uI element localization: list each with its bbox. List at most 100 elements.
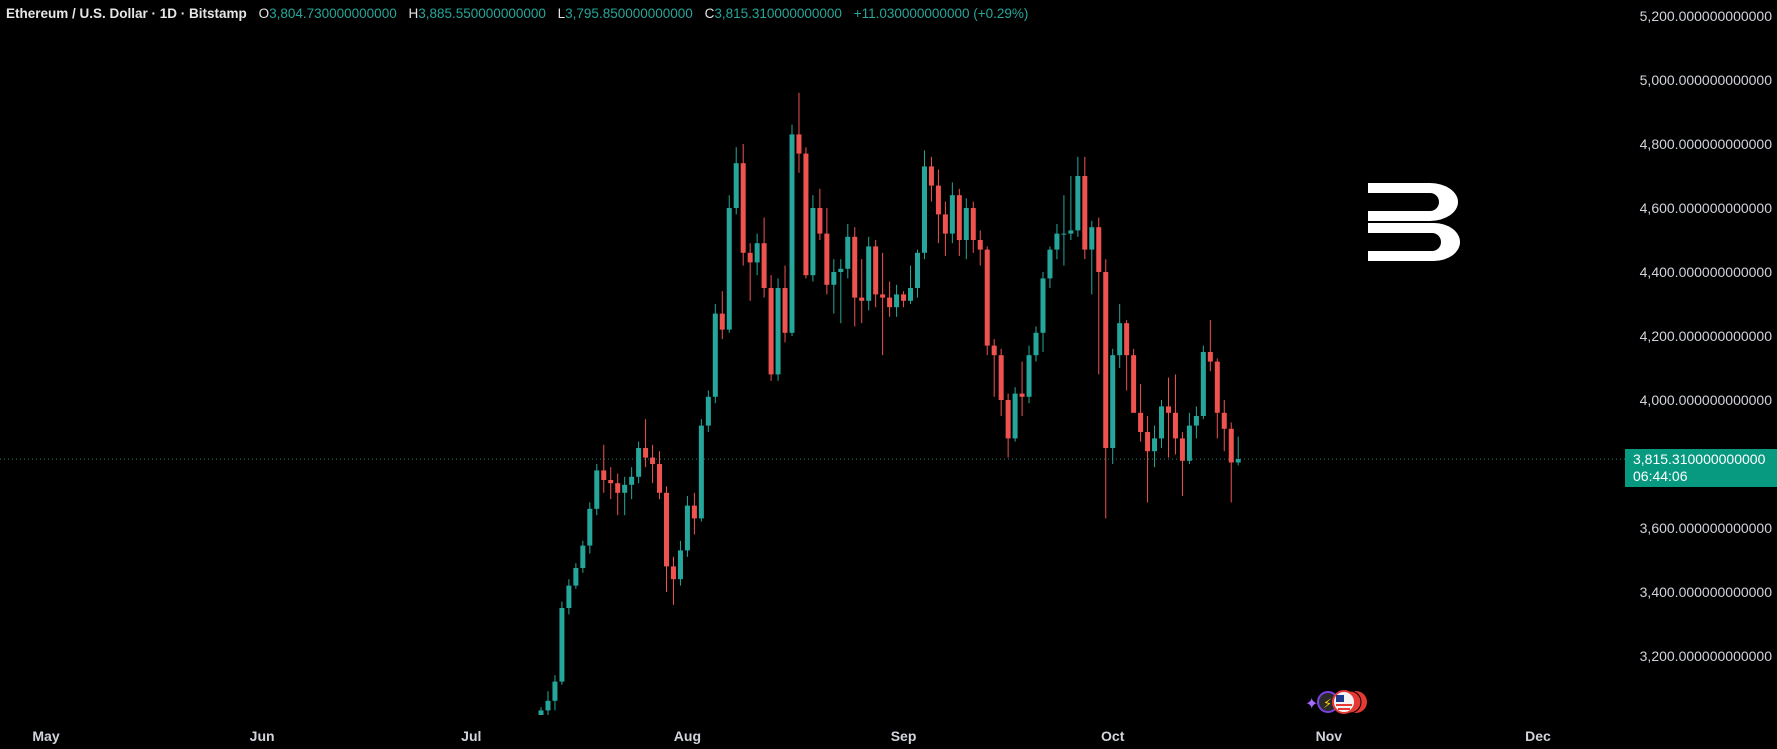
candle-body	[935, 185, 941, 215]
candle	[1005, 393, 1011, 458]
candle-body	[643, 448, 649, 458]
candle-body	[580, 545, 586, 568]
candle	[545, 691, 551, 715]
candle	[754, 233, 760, 276]
candle-body	[810, 208, 816, 276]
candle	[733, 147, 739, 215]
candle	[650, 444, 656, 484]
y-tick-label: 4,000.000000000000	[1640, 392, 1773, 408]
candle	[921, 150, 927, 260]
y-tick-label: 5,000.000000000000	[1640, 72, 1773, 88]
candle	[1138, 384, 1144, 442]
candle-body	[698, 425, 704, 519]
candle	[587, 502, 593, 554]
candle-body	[657, 464, 663, 493]
candle	[1172, 374, 1178, 455]
candle	[1179, 432, 1185, 496]
candle	[908, 265, 914, 304]
candle-body	[1040, 278, 1046, 333]
candle	[740, 144, 746, 266]
candle	[845, 224, 851, 279]
candle	[1110, 348, 1116, 464]
candle-body	[803, 153, 809, 276]
candle	[914, 249, 920, 298]
brand-logo	[1368, 183, 1460, 261]
candle-body	[1228, 428, 1234, 463]
symbol-title[interactable]: Ethereum / U.S. Dollar · 1D · Bitstamp	[6, 6, 247, 21]
candle	[789, 124, 795, 336]
candle-body	[538, 710, 544, 715]
candle-body	[984, 249, 990, 346]
x-tick-label: Aug	[674, 728, 701, 744]
candle-body	[1124, 323, 1130, 356]
candle-body	[705, 396, 711, 426]
candle	[1152, 425, 1158, 468]
candle-body	[754, 243, 760, 263]
candle	[1159, 400, 1165, 448]
candle-body	[608, 480, 614, 484]
candle-body	[636, 448, 642, 477]
candle-body	[928, 166, 934, 186]
candle	[859, 259, 865, 324]
candle	[580, 540, 586, 573]
candle	[1061, 195, 1067, 266]
candle-body	[908, 288, 914, 301]
y-tick-label: 3,400.000000000000	[1640, 584, 1773, 600]
candle-body	[719, 313, 725, 330]
candle	[873, 240, 879, 308]
candle	[942, 201, 948, 256]
chart-legend: Ethereum / U.S. Dollar · 1D · Bitstamp O…	[6, 6, 1028, 21]
candle-body	[880, 294, 886, 298]
candle-body	[1026, 355, 1032, 397]
candle-body	[615, 483, 621, 493]
candle-body	[782, 288, 788, 333]
candle	[670, 556, 676, 605]
candle	[852, 227, 858, 327]
candle-body	[1207, 352, 1213, 362]
x-tick-label: Jun	[250, 728, 275, 744]
candle-body	[1214, 361, 1220, 413]
candle	[1165, 377, 1171, 458]
y-tick-label: 4,800.000000000000	[1640, 136, 1773, 152]
candle-body	[1096, 227, 1102, 272]
candle	[956, 188, 962, 256]
candle	[1207, 320, 1213, 372]
candle	[657, 451, 663, 500]
candle-body	[942, 214, 948, 234]
x-tick-label: Nov	[1316, 728, 1343, 744]
candle	[622, 476, 628, 516]
candle	[1214, 358, 1220, 439]
candle	[1033, 326, 1039, 362]
candle-body	[684, 505, 690, 551]
candle	[643, 419, 649, 468]
svg-text:⚡: ⚡	[1323, 697, 1332, 712]
candle	[998, 348, 1004, 416]
candle	[698, 419, 704, 522]
candle-body	[789, 134, 795, 333]
candle	[1117, 304, 1123, 368]
candle	[712, 304, 718, 404]
candle-body	[845, 236, 851, 269]
candle-body	[1186, 425, 1192, 461]
economic-events-icon[interactable]: ✦ ⚡	[1304, 689, 1374, 715]
candle	[824, 208, 830, 295]
candle	[684, 496, 690, 557]
last-price-tag: 3,815.310000000000 06:44:06	[1625, 449, 1777, 488]
candle-body	[552, 681, 558, 701]
candle-body	[921, 166, 927, 253]
candle	[782, 265, 788, 343]
high-value: 3,885.550000000000	[418, 6, 546, 21]
candle	[894, 284, 900, 317]
candle-body	[831, 272, 837, 285]
candle	[838, 259, 844, 324]
x-tick-label: Sep	[891, 728, 917, 744]
close-value: 3,815.310000000000	[714, 6, 842, 21]
y-tick-label: 3,200.000000000000	[1640, 648, 1773, 664]
candle	[901, 291, 907, 308]
y-tick-label: 4,600.000000000000	[1640, 200, 1773, 216]
candle	[664, 486, 670, 592]
candle	[677, 540, 683, 586]
candle	[566, 579, 572, 615]
candle	[1131, 348, 1137, 413]
